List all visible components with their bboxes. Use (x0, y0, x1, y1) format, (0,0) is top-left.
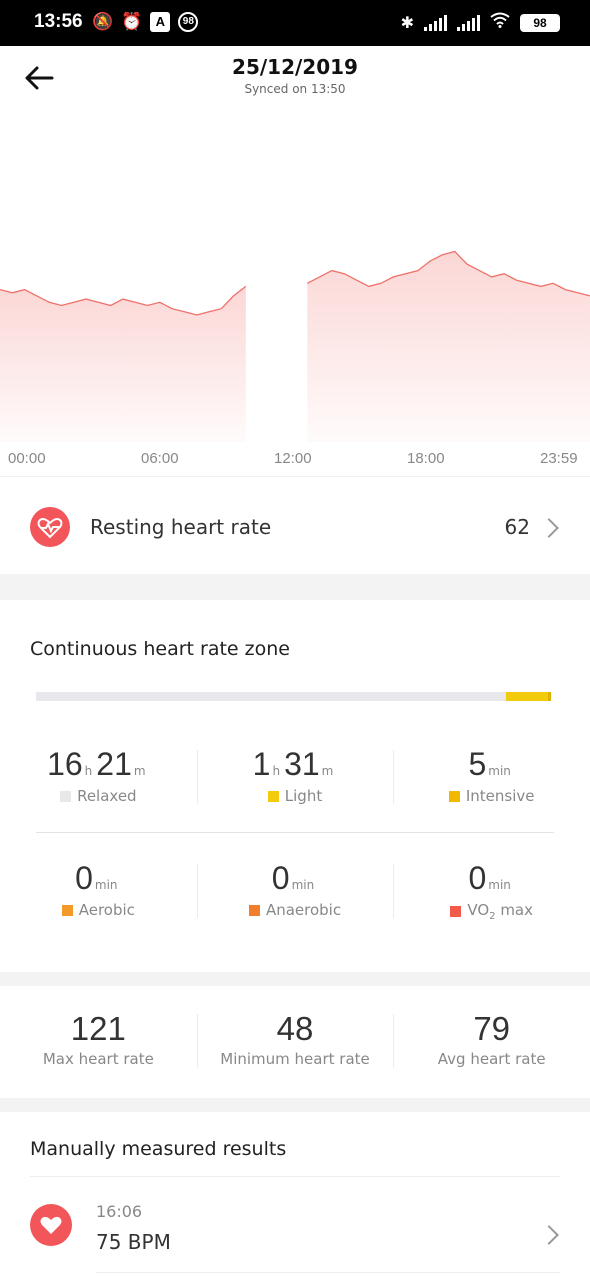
heart-rate-zone-card: Continuous heart rate zone 16 h 21 m Relaxe… (0, 600, 590, 972)
x-tick-label: 06:00 (141, 450, 179, 467)
zone-divider (36, 832, 554, 833)
stat-label: Minimum heart rate (220, 1050, 370, 1068)
zone-value: 31 (284, 746, 320, 782)
zone-label: Light (284, 787, 323, 805)
page-title: 25/12/2019 (232, 55, 358, 79)
zone-unit: h (84, 764, 93, 778)
section-divider (0, 1098, 590, 1112)
x-axis-labels: 00:00 06:00 12:00 18:00 23:59 (0, 450, 590, 470)
status-left-icons: 🔕 ⏰ A 98 (92, 12, 199, 32)
bluetooth-icon: ✱ (400, 14, 414, 32)
status-right-icons: ✱ 98 (401, 12, 560, 33)
stat-min: 48 Minimum heart rate (196, 1010, 394, 1068)
header: 25/12/2019 Synced on 13:50 (0, 46, 590, 108)
zone-aerobic: 0 min Aerobic (0, 860, 197, 922)
signal-icon-2 (457, 14, 480, 31)
back-button[interactable] (22, 60, 58, 96)
resting-heart-rate-value: 62 (504, 515, 530, 539)
stat-value: 121 (70, 1010, 126, 1047)
x-tick-label: 12:00 (274, 450, 312, 467)
manual-result-time: 16:06 (96, 1202, 143, 1221)
sync-status: Synced on 13:50 (244, 82, 346, 96)
zone-label: Anaerobic (265, 901, 342, 919)
zone-unit: min (94, 878, 118, 892)
zone-value: 21 (96, 746, 132, 782)
zone-unit: min (488, 878, 511, 892)
zone-value: 1 (252, 746, 271, 782)
section-divider (0, 574, 590, 600)
stat-label: Avg heart rate (437, 1050, 546, 1068)
status-bar: 13:56 🔕 ⏰ A 98 ✱ 98 (0, 0, 590, 46)
stat-value: 79 (473, 1010, 511, 1047)
zone-value: 5 (468, 746, 487, 782)
zone-label: Relaxed (77, 787, 137, 805)
zone-relaxed: 16 h 21 m Relaxed (0, 746, 197, 806)
zone-value: 0 (75, 860, 93, 896)
zone-row-2: 0 min Aerobic 0 min Anaerobic 0 min VO2 max (0, 860, 590, 922)
manual-result-value: 75 BPM (96, 1230, 171, 1254)
zone-swatch (448, 790, 460, 802)
manual-results-title: Manually measured results (30, 1138, 287, 1160)
manual-results-card: Manually measured results 16:06 75 BPM (0, 1112, 590, 1280)
x-tick-label: 23:59 (540, 450, 578, 467)
heart-icon (30, 1204, 72, 1246)
battery-icon: 98 (520, 13, 560, 32)
heart-rate-area-0 (0, 286, 246, 442)
heart-rate-icon (30, 507, 70, 547)
stat-value: 48 (276, 1010, 314, 1047)
divider (30, 1176, 560, 1177)
zone-unit: min (291, 878, 315, 892)
mute-icon: 🔕 (92, 12, 114, 31)
zone-label: Aerobic (78, 901, 135, 919)
zone-title: Continuous heart rate zone (30, 638, 290, 660)
notification-badge: 98 (178, 12, 199, 32)
zone-value: 0 (271, 860, 290, 896)
resting-heart-rate-row[interactable]: Resting heart rate 62 (0, 476, 590, 574)
resting-heart-rate-label: Resting heart rate (90, 515, 272, 539)
zone-value: 16 (47, 746, 83, 782)
app-a-icon: A (150, 12, 171, 32)
section-divider (0, 972, 590, 986)
zone-unit: m (133, 764, 146, 778)
heart-rate-chart-svg (0, 250, 590, 442)
x-tick-label: 00:00 (8, 450, 46, 467)
zone-anaerobic: 0 min Anaerobic (196, 860, 394, 922)
heart-rate-line-1 (306, 250, 590, 297)
zone-unit: h (272, 764, 281, 778)
stat-max: 121 Max heart rate (0, 1010, 197, 1068)
stat-label: Max heart rate (42, 1050, 154, 1068)
stats-row: 121 Max heart rate 48 Minimum heart rate… (0, 1010, 590, 1068)
divider (96, 1272, 560, 1273)
zone-label: Intensive (465, 787, 535, 805)
zone-unit: min (488, 764, 511, 778)
status-time: 13:56 (34, 11, 83, 32)
chevron-right-icon (539, 518, 559, 538)
chevron-right-icon (539, 1225, 559, 1245)
heart-rate-line-0 (0, 285, 247, 316)
heart-rate-area-1 (307, 251, 590, 442)
zone-swatch (60, 790, 72, 802)
zone-swatch (267, 790, 279, 802)
zone-swatch (450, 906, 462, 917)
back-arrow-icon (25, 66, 54, 90)
heart-rate-stats: 121 Max heart rate 48 Minimum heart rate… (0, 986, 590, 1098)
zone-light: 1 h 31 m Light (196, 746, 394, 806)
zone-intensive: 5 min Intensive (393, 746, 590, 806)
alarm-icon: ⏰ (121, 12, 143, 31)
zone-unit: m (321, 764, 334, 778)
zone-value: 0 (468, 860, 487, 896)
zone-label: VO2 max (467, 901, 533, 922)
zone-row-1: 16 h 21 m Relaxed 1 h 31 m Light 5 min Intensiv… (0, 746, 590, 806)
zone-swatch (248, 904, 260, 916)
heart-rate-chart[interactable]: 00:00 06:00 12:00 18:00 23:59 (0, 108, 590, 467)
zone-swatch (61, 904, 73, 916)
stat-avg: 79 Avg heart rate (393, 1010, 590, 1068)
zone-vo2max: 0 min VO2 max (393, 860, 590, 922)
wifi-icon (490, 12, 510, 33)
zone-bar-intensive (548, 692, 551, 701)
signal-icon (424, 14, 447, 31)
zone-progress-bar (36, 692, 551, 701)
x-tick-label: 18:00 (407, 450, 445, 467)
zone-bar-light (505, 692, 549, 701)
